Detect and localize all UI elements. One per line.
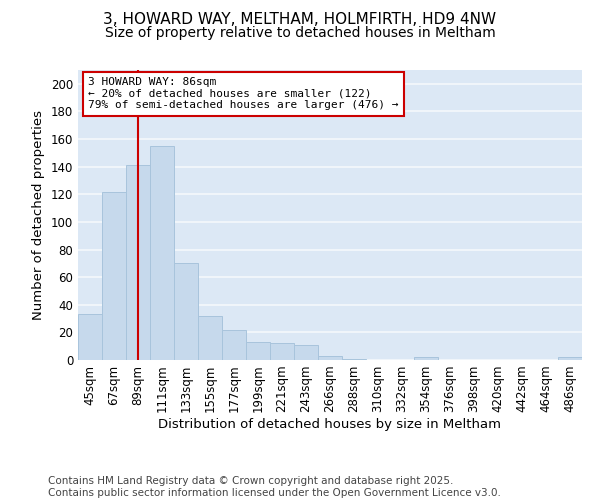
Bar xyxy=(558,357,582,360)
Text: Size of property relative to detached houses in Meltham: Size of property relative to detached ho… xyxy=(104,26,496,40)
Bar xyxy=(150,146,174,360)
Bar xyxy=(342,358,366,360)
Bar xyxy=(222,330,246,360)
Bar xyxy=(126,166,150,360)
Bar xyxy=(78,314,102,360)
Text: Contains HM Land Registry data © Crown copyright and database right 2025.
Contai: Contains HM Land Registry data © Crown c… xyxy=(48,476,501,498)
Bar xyxy=(294,345,318,360)
X-axis label: Distribution of detached houses by size in Meltham: Distribution of detached houses by size … xyxy=(158,418,502,431)
Bar xyxy=(318,356,342,360)
Text: 3, HOWARD WAY, MELTHAM, HOLMFIRTH, HD9 4NW: 3, HOWARD WAY, MELTHAM, HOLMFIRTH, HD9 4… xyxy=(103,12,497,28)
Text: 3 HOWARD WAY: 86sqm
← 20% of detached houses are smaller (122)
79% of semi-detac: 3 HOWARD WAY: 86sqm ← 20% of detached ho… xyxy=(88,77,398,110)
Bar xyxy=(174,264,198,360)
Y-axis label: Number of detached properties: Number of detached properties xyxy=(32,110,45,320)
Bar xyxy=(246,342,270,360)
Bar xyxy=(270,344,294,360)
Bar xyxy=(102,192,126,360)
Bar xyxy=(198,316,222,360)
Bar xyxy=(414,357,438,360)
